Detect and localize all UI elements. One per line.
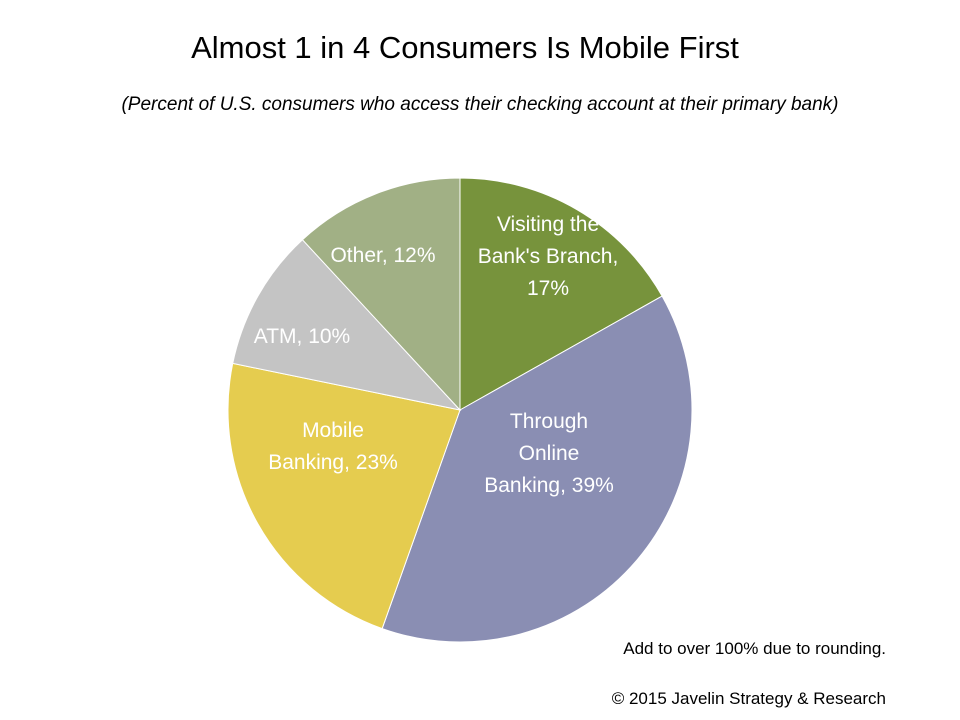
slice-mobile-banking-label: Mobile Banking, 23% <box>268 419 398 474</box>
slice-online-banking <box>381 295 693 643</box>
slice-atm-label: ATM, 10% <box>254 325 350 348</box>
slice-branch-label: Visiting the Bank's Branch, 17% <box>478 213 619 300</box>
slice-mobile-banking <box>227 362 461 630</box>
rounding-footnote: Add to over 100% due to rounding. <box>623 639 886 658</box>
slice-atm <box>232 238 462 411</box>
chart-subtitle: (Percent of U.S. consumers who access th… <box>121 94 839 115</box>
slice-branch <box>459 177 663 411</box>
slice-other-label: Other, 12% <box>330 244 435 267</box>
copyright-notice: © 2015 Javelin Strategy & Research <box>611 689 886 708</box>
slice-online-banking-label: Through Online Banking, 39% <box>484 410 614 497</box>
slice-other <box>301 177 461 412</box>
chart-title: Almost 1 in 4 Consumers Is Mobile First <box>191 30 739 65</box>
